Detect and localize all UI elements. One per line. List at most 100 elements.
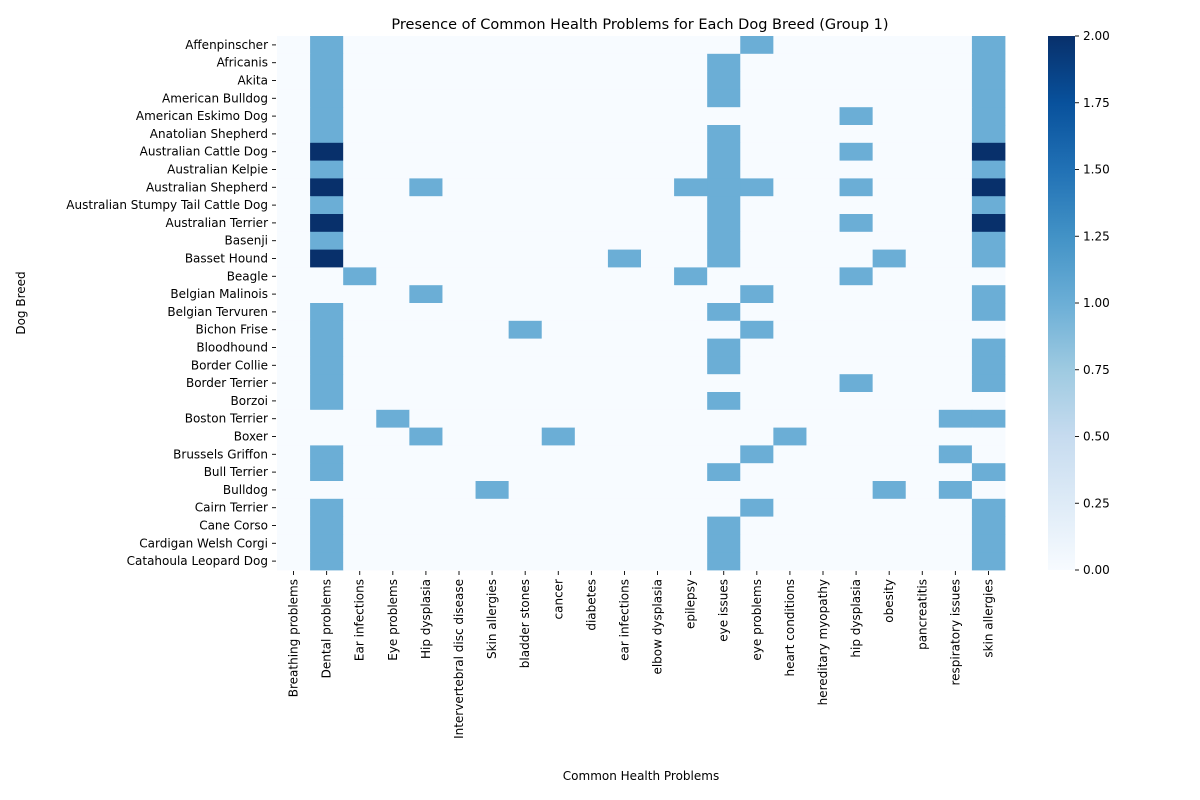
heatmap-cell: [674, 249, 708, 268]
heatmap-cell: [442, 53, 476, 72]
heatmap-cell: [508, 463, 543, 482]
heatmap-cell: [277, 214, 311, 233]
heatmap-cell: [541, 53, 576, 72]
heatmap-cell: [641, 534, 675, 553]
heatmap-cell: [641, 71, 675, 90]
heatmap-cell: [277, 392, 311, 411]
x-tick-label: eye issues: [717, 579, 731, 642]
heatmap-cell: [938, 214, 973, 233]
heatmap-cell: [839, 36, 874, 55]
heatmap-cell: [343, 463, 377, 482]
heatmap-cell: [508, 107, 543, 126]
heatmap-cell: [806, 125, 840, 144]
heatmap-cell: [475, 356, 510, 375]
heatmap-cell: [376, 516, 410, 535]
heatmap-cell: [938, 285, 973, 304]
heatmap-cell: [409, 356, 443, 375]
heatmap-cell: [310, 427, 344, 446]
heatmap-cell: [806, 481, 840, 500]
heatmap-cell: [971, 338, 1006, 357]
heatmap-cell: [872, 552, 907, 571]
heatmap-cell: [674, 303, 708, 322]
heatmap-cell: [310, 481, 344, 500]
heatmap-cell: [475, 481, 510, 500]
heatmap-cell: [839, 178, 874, 197]
heatmap-cell: [839, 338, 874, 357]
heatmap-cell: [475, 303, 510, 322]
heatmap-cell: [475, 53, 510, 72]
heatmap-cell: [343, 249, 377, 268]
heatmap-cell: [806, 338, 840, 357]
colorbar-tick-label: 2.00: [1083, 29, 1110, 43]
heatmap-cell: [376, 214, 410, 233]
heatmap-cell: [839, 125, 874, 144]
heatmap-cell: [475, 427, 510, 446]
heatmap-cell: [674, 231, 708, 250]
y-tick-label: Cairn Terrier: [195, 501, 268, 515]
heatmap-cell: [971, 534, 1006, 553]
x-tick-label: Dental problems: [320, 579, 334, 678]
heatmap-cell: [839, 374, 874, 393]
heatmap-cell: [938, 249, 973, 268]
heatmap-cell: [707, 142, 741, 161]
heatmap-cell: [938, 481, 973, 500]
heatmap-cell: [442, 285, 476, 304]
heatmap-cell: [376, 125, 410, 144]
heatmap-cell: [740, 249, 774, 268]
heatmap-cell: [475, 374, 510, 393]
heatmap-cell: [938, 516, 973, 535]
heatmap-cell: [541, 498, 576, 517]
colorbar-tick-label: 1.50: [1083, 163, 1110, 177]
heatmap-cell: [343, 498, 377, 517]
heatmap-cell: [674, 285, 708, 304]
heatmap-cell: [277, 36, 311, 55]
heatmap-cell: [938, 374, 973, 393]
heatmap-cell: [475, 142, 510, 161]
heatmap-cell: [839, 285, 874, 304]
heatmap-cell: [541, 231, 576, 250]
heatmap-cell: [541, 285, 576, 304]
heatmap-cell: [541, 320, 576, 339]
heatmap-cell: [641, 231, 675, 250]
heatmap-cell: [376, 427, 410, 446]
heatmap-cell: [277, 249, 311, 268]
heatmap-cell: [641, 196, 675, 215]
x-tick-label: Ear infections: [353, 579, 367, 661]
heatmap-cell: [641, 463, 675, 482]
heatmap-cell: [343, 178, 377, 197]
heatmap-cell: [442, 516, 476, 535]
heatmap-cell: [740, 516, 774, 535]
heatmap-cell: [607, 534, 642, 553]
heatmap-cell: [277, 409, 311, 428]
heatmap-cell: [310, 552, 344, 571]
heatmap-cell: [905, 516, 940, 535]
x-tick-label: skin allergies: [981, 579, 995, 658]
heatmap-cell: [740, 89, 774, 108]
heatmap-cell: [409, 125, 443, 144]
heatmap-cell: [343, 516, 377, 535]
heatmap-cell: [376, 196, 410, 215]
heatmap-cell: [740, 71, 774, 90]
x-tick-label: hip dysplasia: [849, 579, 863, 658]
heatmap-cell: [607, 481, 642, 500]
heatmap-cell: [773, 356, 807, 375]
heatmap-cell: [376, 498, 410, 517]
heatmap-cell: [740, 392, 774, 411]
heatmap-cell: [740, 445, 774, 464]
heatmap-cell: [607, 36, 642, 55]
y-tick-label: Beagle: [227, 269, 268, 283]
heatmap-cell: [508, 89, 543, 108]
y-tick-label: Catahoula Leopard Dog: [127, 554, 268, 568]
heatmap-cell: [409, 498, 443, 517]
heatmap-cell: [277, 552, 311, 571]
heatmap-cell: [607, 267, 642, 286]
heatmap-cell: [773, 320, 807, 339]
heatmap-cell: [409, 445, 443, 464]
heatmap-cell: [806, 356, 840, 375]
heatmap-cell: [310, 107, 344, 126]
heatmap-cell: [905, 125, 940, 144]
heatmap-cell: [806, 552, 840, 571]
heatmap-cell: [475, 196, 510, 215]
heatmap-cell: [310, 338, 344, 357]
heatmap-cell: [376, 463, 410, 482]
